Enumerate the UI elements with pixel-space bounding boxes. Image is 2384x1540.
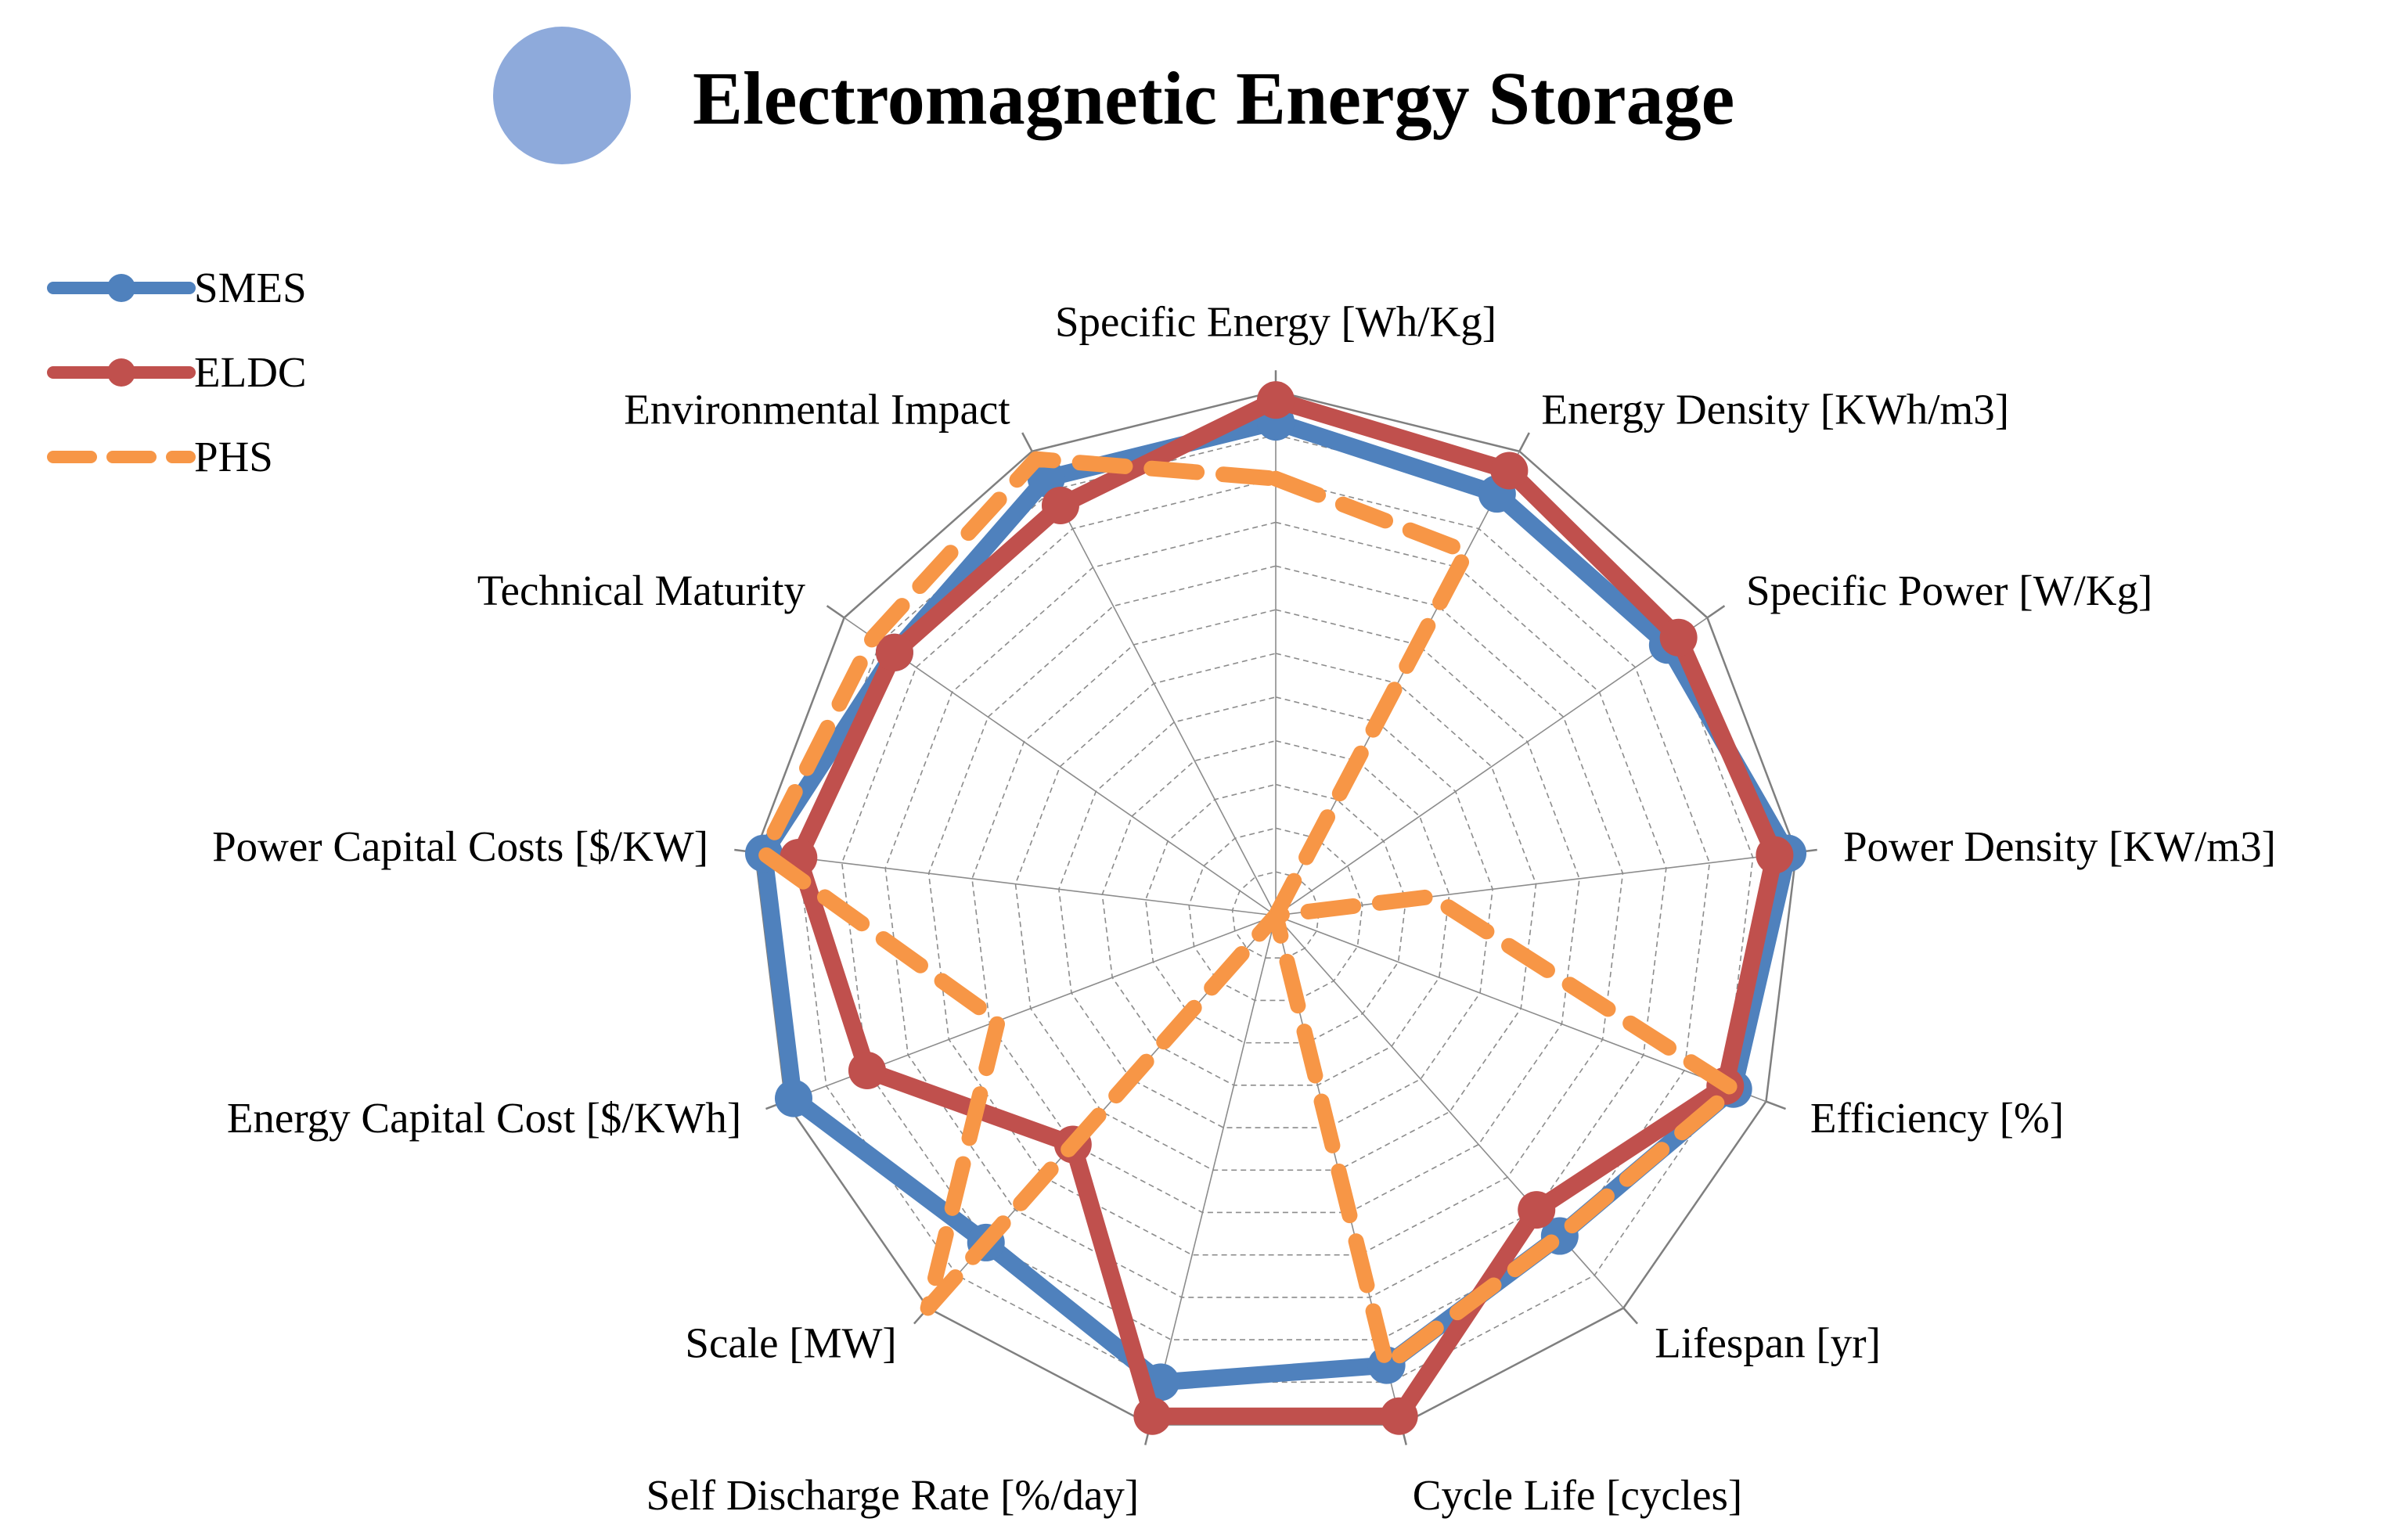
axis-label-scale-mw: Scale [MW] [685,1319,896,1367]
point-smes-energy-capital-cost-kwh [774,1079,812,1117]
chart-title: Electromagnetic Energy Storage [693,56,1734,140]
axis-spoke [1275,915,1766,1103]
axis-label-efficiency: Efficiency [%] [1810,1094,2064,1142]
grid-ring [1058,696,1493,1128]
grid-ring [1231,871,1320,959]
grid-ring [971,609,1580,1214]
point-eldc-cycle-life-cycles [1380,1397,1418,1435]
series-line-phs [755,451,1741,1373]
series-line-eldc [790,391,1784,1425]
axis-spoke [1275,617,1708,916]
legend-label-phs: PHS [194,433,273,480]
radar-series [744,381,1807,1435]
axis-label-cycle-life-cycles: Cycle Life [cycles] [1413,1471,1742,1519]
axis-tick [1518,432,1530,452]
legend-entry-eldc: ELDC [47,348,307,396]
point-eldc-lifespan-yr [1518,1191,1556,1229]
legend-entry-phs: PHS [47,433,273,480]
axis-spoke [1149,915,1277,1425]
axis-label-power-capital-costs-kw: Power Capital Costs [$/KW] [212,822,708,870]
axis-labels: Specific Energy [Wh/Kg] Energy Density [K… [212,298,2276,1519]
axis-label-specific-power-w-kg: Specific Power [W/Kg] [1746,567,2152,614]
axis-tick [826,605,845,619]
axis-label-specific-energy-wh-kg: Specific Energy [Wh/Kg] [1055,298,1496,346]
axis-tick [1766,1100,1786,1110]
axis-label-energy-density-kwh-m3: Energy Density [KWh/m3] [1541,385,2009,433]
legend-label-smes: SMES [194,264,307,311]
axis-label-self-discharge-rate-day: Self Discharge Rate [%/day] [646,1471,1139,1519]
legend-entry-smes: SMES [47,264,307,311]
point-eldc-energy-capital-cost-kwh [848,1051,886,1089]
grid-ring [1101,739,1450,1086]
axis-spoke [1275,851,1797,916]
axis-spoke [1031,451,1277,916]
point-eldc-technical-maturity [875,633,913,671]
radar-grid [754,390,1798,1426]
axis-label-lifespan-yr: Lifespan [yr] [1655,1319,1881,1367]
axis-label-environmental-impact: Environmental Impact [624,385,1010,433]
legend-label-eldc: ELDC [194,348,307,396]
grid-ring [1188,827,1363,1002]
axis-tick [1021,432,1033,452]
grid-ring [927,565,1624,1256]
legend-marker-smes [107,274,135,302]
axis-tick [1706,605,1726,619]
point-eldc-environmental-impact [1041,486,1079,524]
point-eldc-self-discharge-rate-day [1133,1397,1172,1435]
legend: SMES ELDC PHS [47,264,307,480]
point-eldc-power-density-kw-m3 [1756,836,1794,874]
grid-ring [884,521,1667,1298]
point-eldc-specific-energy-wh-kg [1257,381,1295,419]
grid-ring [1144,783,1407,1044]
axis-spoke [844,617,1277,916]
axis-spoke [754,851,1277,916]
axis-label-technical-maturity: Technical Maturity [477,567,806,614]
series-eldc [780,381,1794,1435]
axis-label-energy-capital-cost-kwh: Energy Capital Cost [$/KWh] [227,1094,741,1142]
title-bullet-icon [493,27,631,164]
point-eldc-specific-power-w-kg [1659,618,1698,657]
axis-tick [1622,1307,1638,1325]
point-eldc-energy-density-kwh-m3 [1490,452,1529,490]
grid-ring [841,477,1711,1340]
axis-label-power-density-kw-m3: Power Density [KW/m3] [1843,822,2276,870]
series-phs [755,451,1741,1373]
legend-marker-eldc [107,358,135,387]
